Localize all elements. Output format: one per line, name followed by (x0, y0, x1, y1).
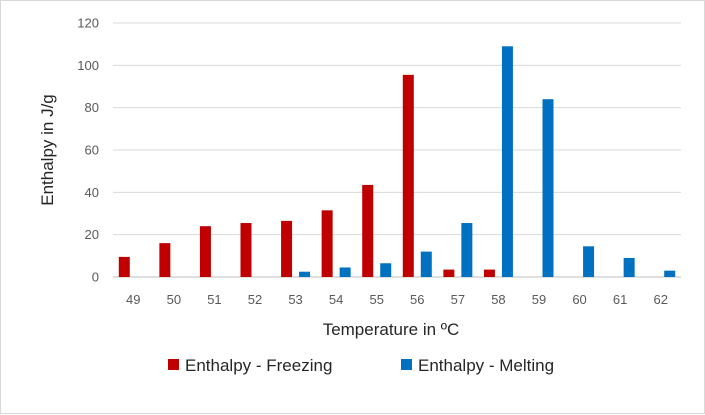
y-tick-label: 40 (85, 185, 99, 200)
x-tick-label: 50 (167, 292, 181, 307)
x-tick-label: 57 (451, 292, 465, 307)
x-tick-label: 61 (613, 292, 627, 307)
bar-freezing-51 (199, 226, 211, 277)
x-tick-labels: 49 50 51 52 53 54 55 56 57 58 59 60 61 62 (126, 292, 668, 307)
x-tick-label: 55 (369, 292, 383, 307)
bar-freezing-52 (240, 223, 252, 277)
legend-label-melting: Enthalpy - Melting (418, 356, 554, 375)
bar-melting-61 (623, 257, 635, 277)
y-tick-label: 60 (85, 143, 99, 158)
y-tick-labels: 0 20 40 60 80 100 120 (77, 16, 99, 285)
x-tick-label: 49 (126, 292, 140, 307)
y-tick-label: 100 (77, 58, 99, 73)
bar-melting-62 (664, 270, 676, 277)
x-tick-label: 51 (207, 292, 221, 307)
bar-melting-56 (420, 251, 432, 277)
legend-label-freezing: Enthalpy - Freezing (185, 356, 332, 375)
x-tick-label: 59 (532, 292, 546, 307)
bar-freezing-58 (483, 269, 495, 277)
bars (118, 46, 676, 278)
bar-freezing-56 (402, 74, 414, 277)
x-tick-label: 54 (329, 292, 343, 307)
y-tick-label: 120 (77, 16, 99, 31)
bar-freezing-57 (443, 269, 455, 277)
bar-melting-55 (380, 263, 392, 277)
bar-freezing-49 (118, 256, 130, 277)
x-tick-label: 52 (248, 292, 262, 307)
x-tick-label: 60 (572, 292, 586, 307)
bar-melting-60 (583, 246, 595, 277)
bar-melting-54 (339, 267, 351, 277)
x-tick-label: 53 (288, 292, 302, 307)
x-axis-title: Temperature in ºC (323, 320, 460, 339)
legend-swatch-melting (401, 359, 412, 370)
bar-melting-53 (299, 271, 311, 277)
bar-freezing-50 (159, 243, 171, 277)
y-tick-label: 0 (92, 270, 99, 285)
x-tick-label: 62 (653, 292, 667, 307)
legend-swatch-freezing (168, 359, 179, 370)
legend: Enthalpy - Freezing Enthalpy - Melting (168, 356, 554, 375)
x-tick-label: 56 (410, 292, 424, 307)
x-tick-label: 58 (491, 292, 505, 307)
bar-melting-57 (461, 223, 473, 277)
bar-freezing-54 (321, 210, 333, 277)
bar-freezing-53 (281, 220, 293, 277)
bar-melting-59 (542, 99, 554, 277)
y-axis-title: Enthalpy in J/g (38, 94, 57, 206)
gridlines (113, 22, 681, 278)
y-tick-label: 80 (85, 100, 99, 115)
y-tick-label: 20 (85, 227, 99, 242)
bar-freezing-55 (362, 184, 374, 277)
bar-melting-58 (501, 46, 513, 278)
